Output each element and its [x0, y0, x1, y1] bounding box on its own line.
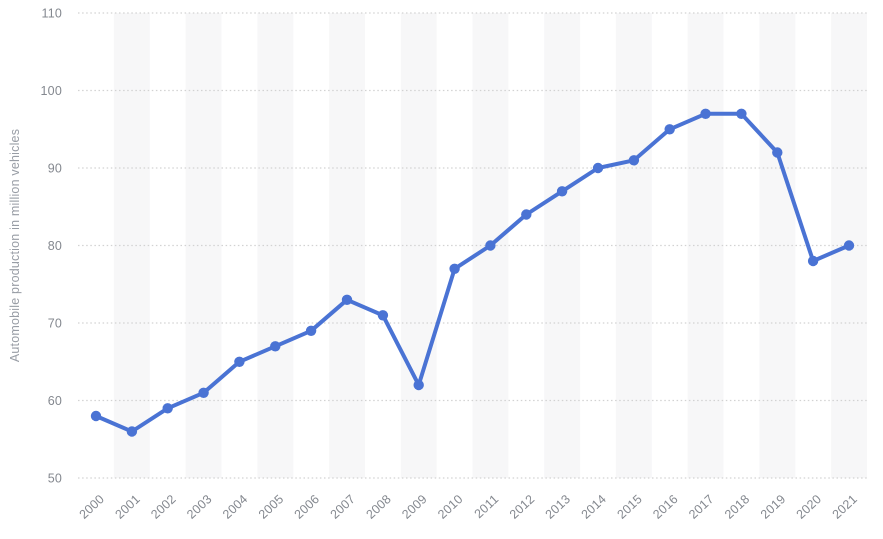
x-tick-label: 2020	[794, 492, 824, 522]
x-tick-label: 2004	[220, 492, 250, 522]
x-tick-label: 2018	[722, 492, 752, 522]
data-point[interactable]	[521, 209, 532, 220]
y-tick-label: 110	[41, 7, 62, 21]
x-tick-label: 2000	[77, 492, 107, 522]
x-tick-label: 2013	[543, 492, 573, 522]
background-stripe	[185, 13, 222, 478]
x-tick-label: 2011	[472, 492, 502, 521]
x-tick-label: 2007	[328, 492, 358, 522]
x-tick-label: 2006	[292, 492, 322, 522]
x-tick-label: 2012	[507, 492, 537, 522]
x-tick-label: 2015	[614, 492, 644, 522]
y-tick-label: 80	[48, 239, 62, 253]
background-stripe	[615, 13, 652, 478]
data-point[interactable]	[807, 255, 819, 267]
x-tick-label: 2008	[363, 492, 393, 522]
y-tick-label: 90	[48, 162, 62, 176]
background-stripe	[329, 13, 365, 478]
data-point[interactable]	[664, 124, 675, 135]
data-line	[94, 111, 851, 434]
data-point[interactable]	[162, 403, 173, 414]
y-axis-title: Automobile production in million vehicle…	[8, 129, 22, 362]
x-tick-label: 2021	[830, 492, 860, 522]
data-point[interactable]	[270, 341, 281, 352]
data-point[interactable]	[126, 426, 138, 437]
y-tick-label: 60	[48, 394, 62, 408]
x-tick-label: 2003	[184, 492, 214, 522]
data-point[interactable]	[341, 294, 353, 305]
data-point[interactable]	[628, 155, 640, 166]
data-point[interactable]	[736, 108, 747, 120]
data-point[interactable]	[198, 387, 209, 398]
x-tick-label: 2016	[650, 492, 680, 522]
data-point[interactable]	[592, 162, 604, 174]
y-tick-label: 50	[48, 472, 62, 486]
x-tick-label: 2009	[399, 492, 429, 522]
data-point[interactable]	[485, 240, 496, 251]
background-stripe	[759, 13, 796, 478]
x-tick-label: 2019	[758, 492, 788, 522]
data-point[interactable]	[449, 263, 460, 274]
x-tick-label: 2014	[579, 492, 609, 522]
data-point[interactable]	[305, 325, 317, 336]
x-tick-label: 2017	[686, 492, 716, 522]
data-point[interactable]	[234, 356, 245, 367]
data-point[interactable]	[90, 410, 102, 422]
y-tick-label: 70	[48, 317, 62, 331]
x-tick-label: 2002	[148, 492, 178, 522]
y-tick-label: 100	[41, 84, 62, 98]
x-tick-label: 2005	[256, 492, 286, 522]
data-point[interactable]	[413, 379, 424, 391]
data-point[interactable]	[772, 147, 783, 158]
x-tick-label: 2001	[112, 492, 142, 522]
data-point[interactable]	[377, 310, 389, 321]
x-tick-label: 2010	[435, 492, 465, 522]
data-point[interactable]	[556, 186, 568, 197]
data-point[interactable]	[843, 240, 855, 251]
data-point[interactable]	[700, 108, 711, 120]
